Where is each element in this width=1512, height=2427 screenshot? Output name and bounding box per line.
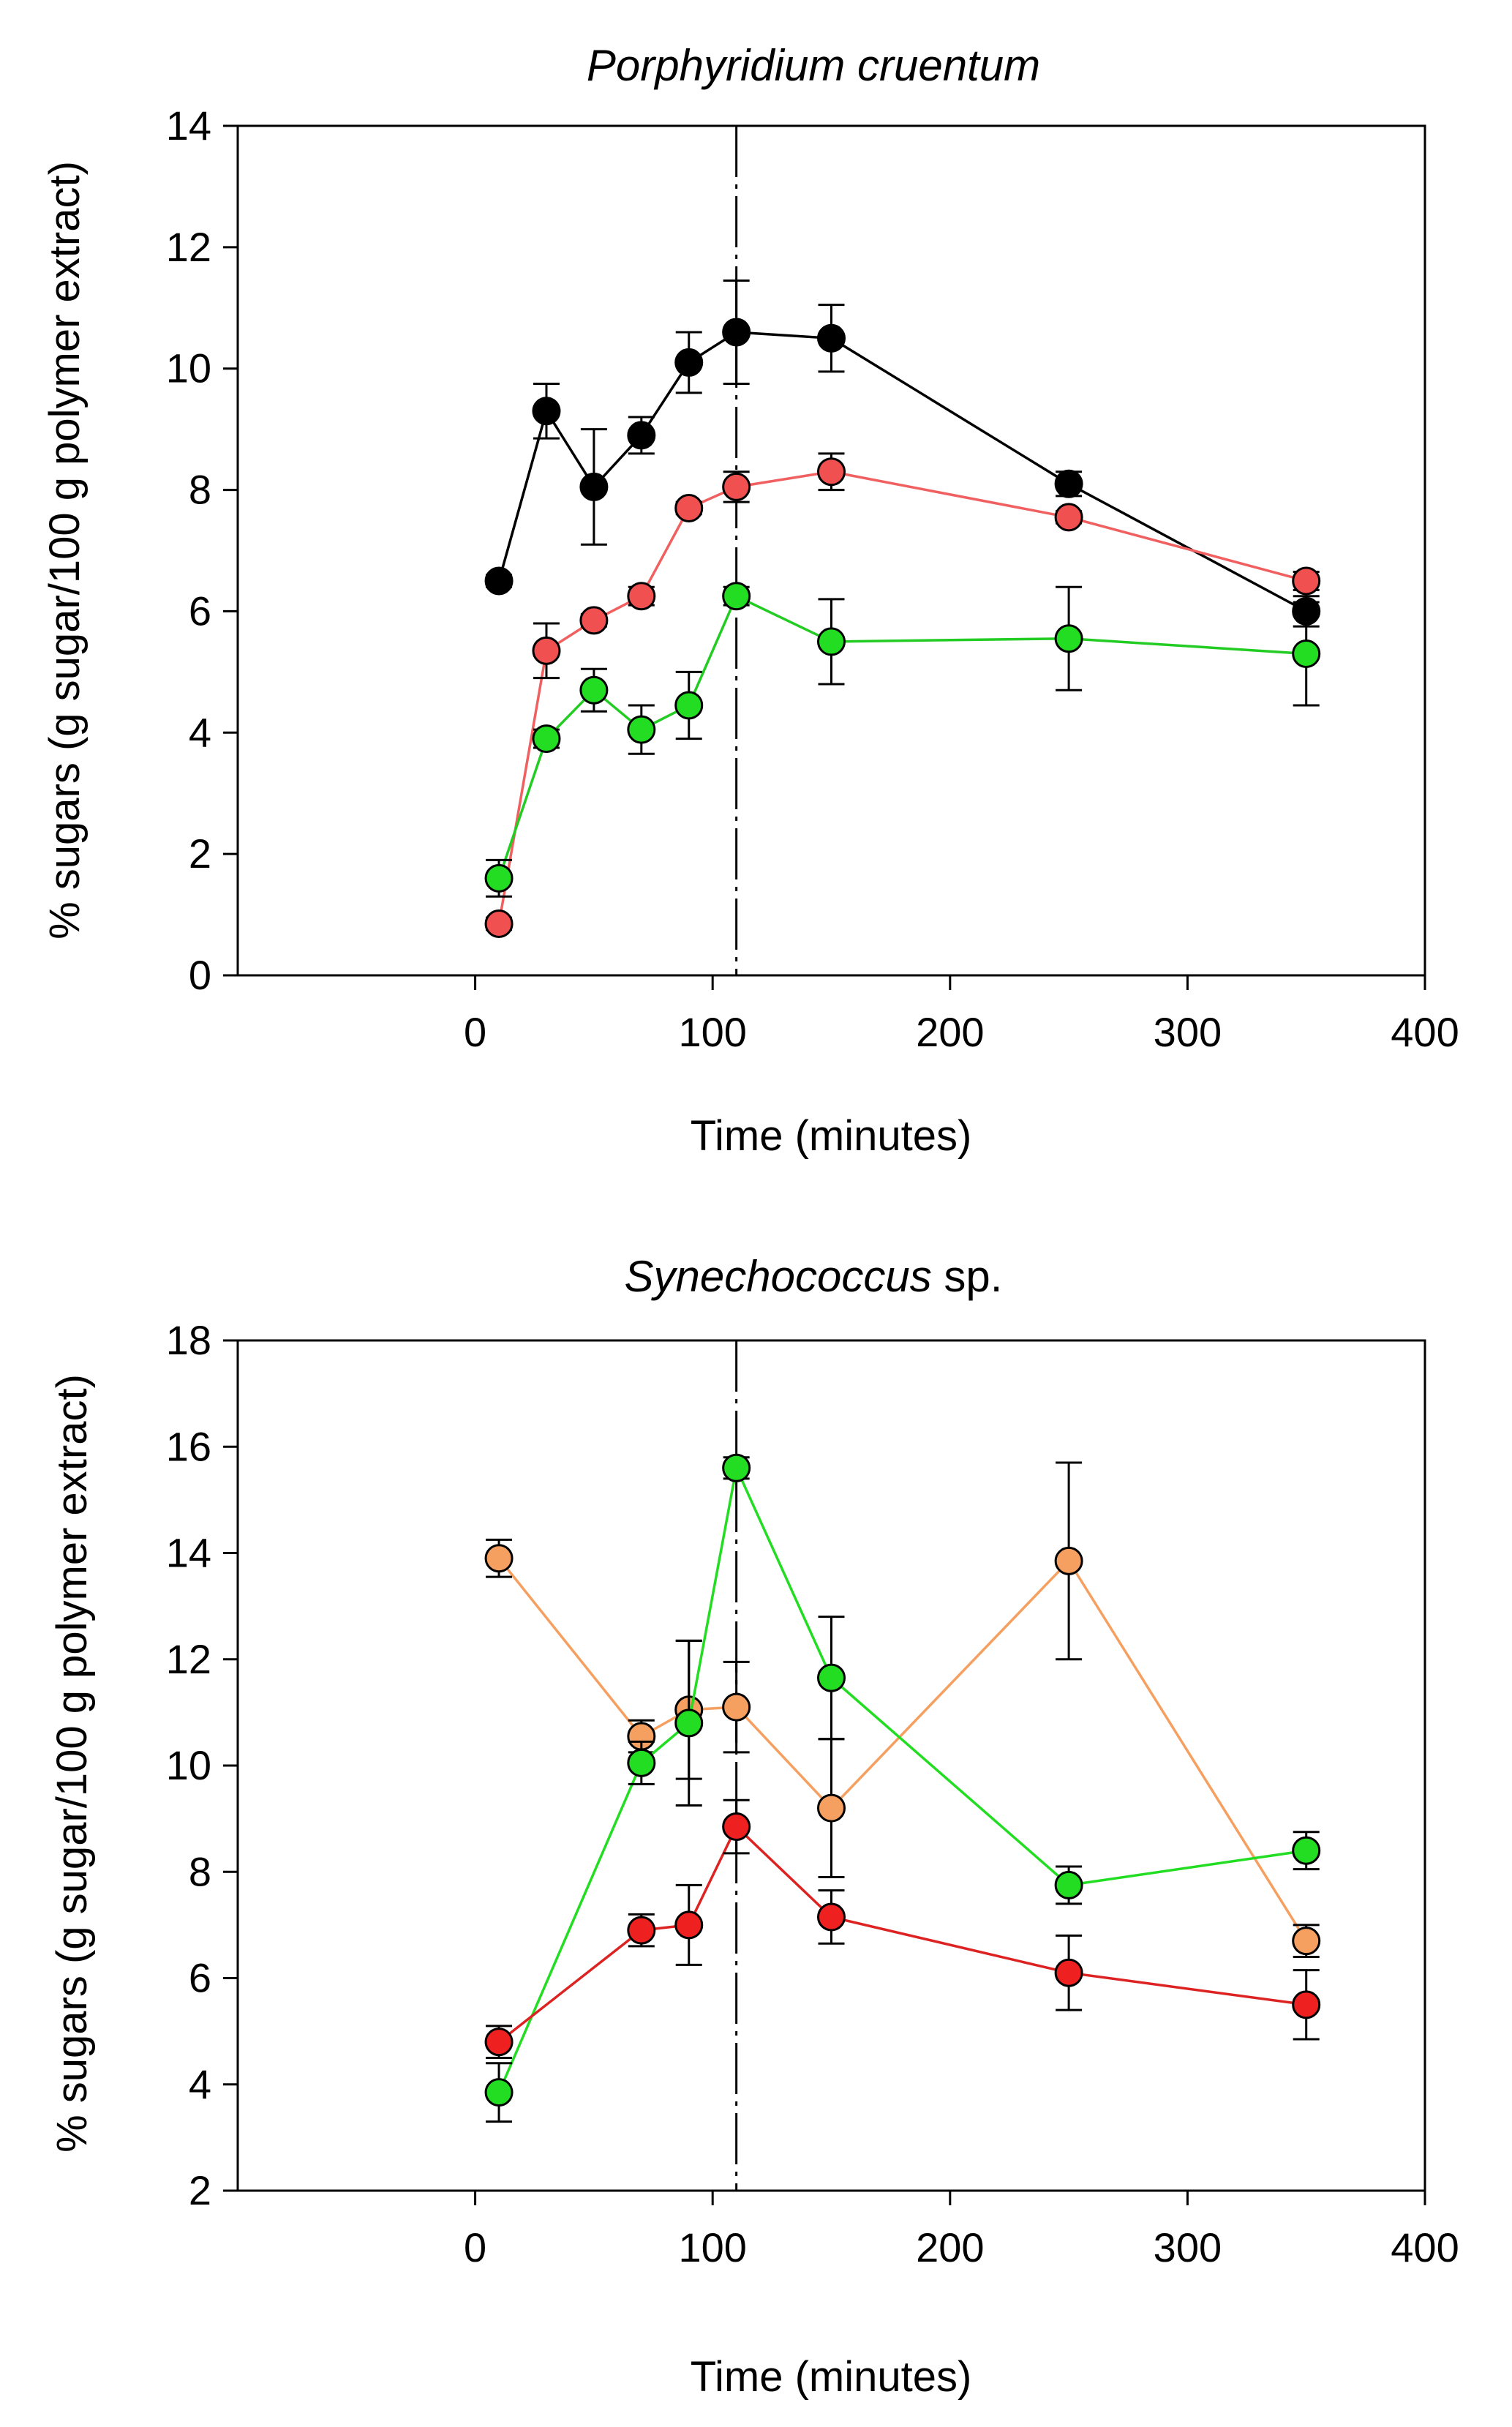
x-axis-label: Time (minutes): [691, 2353, 972, 2401]
data-point: [674, 348, 704, 377]
data-point: [579, 675, 609, 705]
data-point: [722, 1692, 751, 1722]
chart-title: Porphyridium cruentum: [587, 41, 1040, 90]
y-axis-label: % sugars (g sugar/100 g polymer extract): [41, 161, 89, 939]
y-tick-label: 2: [189, 830, 211, 877]
x-tick-label: 200: [916, 1009, 984, 1055]
data-point: [674, 1708, 704, 1738]
plot-frame: [236, 124, 1426, 977]
data-point: [1054, 624, 1083, 653]
data-point: [817, 1663, 846, 1692]
series-line: [497, 594, 1306, 879]
data-point: [532, 636, 561, 665]
data-point: [722, 1453, 751, 1482]
data-point: [1292, 1927, 1321, 1956]
y-tick-label: 14: [166, 1530, 211, 1576]
data-point: [484, 863, 514, 893]
x-tick-label: 300: [1154, 2224, 1222, 2270]
data-point: [722, 472, 751, 501]
y-tick-label: 18: [166, 1317, 211, 1363]
data-point: [532, 724, 561, 754]
x-tick-label: 300: [1154, 1009, 1222, 1055]
data-point: [484, 1544, 514, 1573]
data-point: [532, 397, 561, 426]
data-point: [1054, 503, 1083, 532]
data-point: [627, 421, 656, 450]
x-tick-label: 100: [678, 2224, 746, 2270]
y-tick-label: 2: [189, 2167, 211, 2213]
y-tick-label: 4: [189, 2061, 211, 2107]
series-line: [497, 1463, 1306, 2093]
data-point: [674, 493, 704, 522]
x-tick-label: 400: [1391, 2224, 1459, 2270]
data-point: [484, 2078, 514, 2107]
y-tick-label: 6: [189, 1955, 211, 2001]
data-point: [627, 1748, 656, 1777]
x-ticks: 0 100 200 300 400: [464, 975, 1459, 1055]
x-tick-label: 0: [464, 1009, 486, 1055]
y-tick-label: 16: [166, 1423, 211, 1469]
data-point: [484, 2027, 514, 2057]
data-point: [484, 909, 514, 939]
chart-title: Synechococcus sp.: [625, 1252, 1003, 1301]
y-tick-label: 8: [189, 1848, 211, 1894]
data-point: [1054, 1546, 1083, 1575]
x-tick-label: 100: [678, 1009, 746, 1055]
y-tick-label: 12: [166, 1636, 211, 1682]
data-point: [627, 715, 656, 744]
data-point: [1054, 1870, 1083, 1899]
series-line: [497, 1557, 1308, 1942]
y-tick-label: 0: [189, 952, 211, 998]
y-tick-label: 8: [189, 467, 211, 513]
y-tick-label: 6: [189, 588, 211, 634]
data-point: [817, 457, 846, 487]
data-point: [484, 566, 514, 596]
data-point: [722, 318, 751, 347]
series-line: [497, 331, 1307, 612]
x-ticks: 0 100 200 300 400: [464, 2191, 1459, 2270]
y-tick-label: 12: [166, 224, 211, 270]
data-point: [1292, 566, 1321, 596]
data-point: [722, 582, 751, 611]
x-tick-label: 0: [464, 2224, 486, 2270]
series-group: [484, 279, 1321, 939]
data-point: [674, 691, 704, 720]
data-point: [674, 1910, 704, 1940]
data-point: [1054, 1958, 1083, 1987]
data-point: [817, 323, 846, 353]
y-ticks: 0 2 4 6 8 10 12 14: [166, 102, 238, 998]
x-axis-label: Time (minutes): [691, 1112, 972, 1160]
x-tick-label: 200: [916, 2224, 984, 2270]
data-point: [1292, 1990, 1321, 2019]
data-point: [579, 472, 609, 501]
data-point: [817, 627, 846, 656]
series-group: [484, 1453, 1321, 2123]
data-point: [1292, 1836, 1321, 1865]
y-tick-label: 4: [189, 709, 211, 755]
chart-panel-porphyridium: Porphyridium cruentum Time (minutes) % s…: [41, 41, 1459, 1160]
y-tick-label: 10: [166, 1742, 211, 1788]
y-tick-label: 14: [166, 102, 211, 149]
data-point: [817, 1902, 846, 1932]
data-point: [722, 1812, 751, 1842]
y-ticks: 2 4 6 8 10 12 14 16 18: [166, 1317, 238, 2213]
y-tick-label: 10: [166, 345, 211, 391]
y-axis-label: % sugars (g sugar/100 g polymer extract): [48, 1374, 96, 2153]
chart-panel-synechococcus: Synechococcus sp. Time (minutes) % sugar…: [48, 1252, 1459, 2401]
data-point: [1054, 469, 1083, 498]
data-point: [817, 1793, 846, 1823]
data-point: [579, 606, 609, 635]
x-tick-label: 400: [1391, 1009, 1459, 1055]
data-point: [1292, 639, 1321, 668]
series-line: [497, 470, 1307, 924]
data-point: [627, 582, 656, 611]
series-line: [498, 1824, 1306, 2044]
data-point: [627, 1916, 656, 1945]
